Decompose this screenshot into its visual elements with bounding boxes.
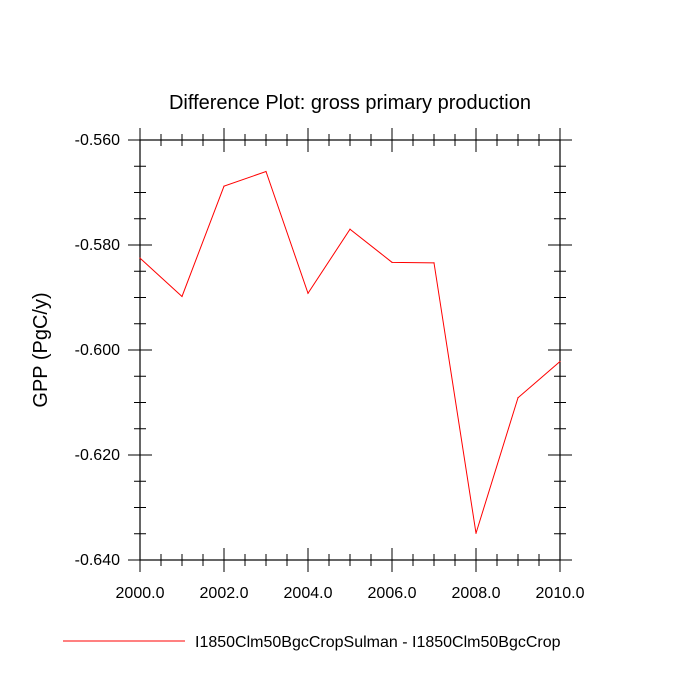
data-point [391,261,393,263]
data-point [139,257,141,259]
data-point [517,397,519,399]
legend: I1850Clm50BgcCropSulman - I1850Clm50BgcC… [63,634,561,651]
x-tick-label: 2002.0 [200,585,249,602]
data-point [223,185,225,187]
y-tick-label: -0.580 [75,237,120,254]
y-tick-label: -0.560 [75,132,120,149]
data-point [349,228,351,230]
x-tick-label: 2006.0 [368,585,417,602]
chart-title: Difference Plot: gross primary productio… [169,92,531,114]
data-point [307,292,309,294]
x-tick-label: 2004.0 [284,585,333,602]
plot-area: -0.560 -0.580 -0.600 -0.620 -0.640 2000.0 2002… [75,128,585,602]
y-tick-label: -0.640 [75,552,120,569]
data-point [559,360,561,363]
x-tick-label: 2000.0 [116,585,165,602]
x-tick-label: 2008.0 [452,585,501,602]
legend-label: I1850Clm50BgcCropSulman - I1850Clm50BgcC… [195,634,561,651]
y-tick-label: -0.620 [75,447,120,464]
data-point [181,295,183,298]
data-point [265,170,267,173]
plot-frame [139,139,561,561]
x-tick-label: 2010.0 [536,585,585,602]
data-point [433,262,435,264]
y-tick-label: -0.600 [75,342,120,359]
data-point [475,532,477,534]
y-axis-label: GPP (PgC/y) [30,292,52,407]
series-line [139,170,561,534]
